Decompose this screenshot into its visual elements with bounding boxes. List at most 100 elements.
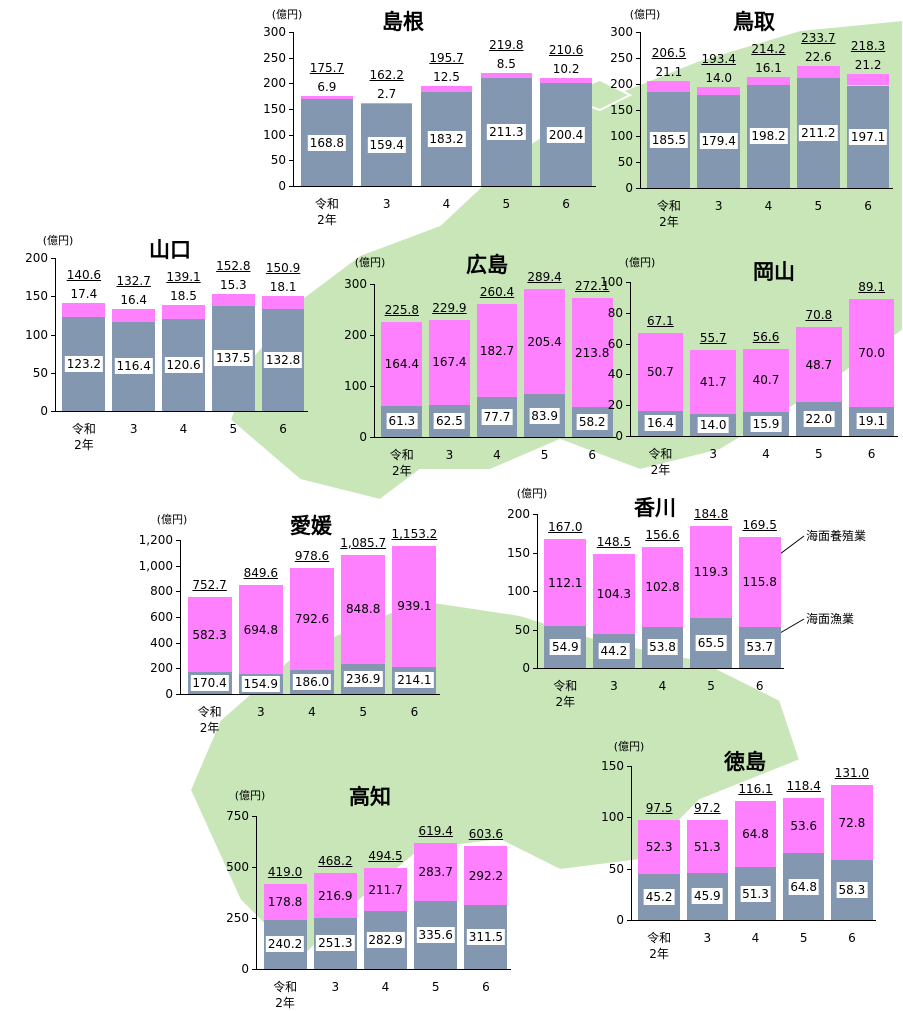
chart-title: 高知 [349,785,391,809]
value-label: 211.3 [487,123,526,140]
x-axis [374,437,616,438]
y-tick-label: 60 [607,336,623,351]
y-tick-label: 150 [507,545,530,560]
x-tick-label: 令和2年 [71,422,96,452]
y-tick [636,188,640,189]
y-tick [626,436,630,437]
total-label: 260.4 [479,285,515,300]
y-tick-label: 100 [600,275,623,289]
value-label: 12.5 [433,69,460,84]
value-label: 16.4 [645,415,676,432]
value-label: 116.4 [114,358,153,375]
x-tick-label: 4 [442,197,451,211]
bar-segment [743,348,789,412]
y-tick [289,57,293,59]
y-tick [176,565,180,567]
y-tick-label: 0 [625,181,633,195]
y-axis [630,282,631,436]
chart-title: 愛媛 [290,514,332,538]
bar-segment [544,539,587,626]
value-label: 939.1 [397,599,432,614]
y-tick-label: 20 [607,398,623,413]
value-label: 64.8 [788,878,820,895]
value-label: 2.7 [377,86,397,101]
total-label: 225.8 [384,302,419,317]
x-tick-label: 令和2年 [389,448,414,478]
y-unit: (億円) [516,487,548,500]
bar-segment [211,294,255,306]
value-label: 58.3 [836,882,868,899]
chart-title: 香川 [634,496,676,520]
value-label: 44.2 [598,642,630,659]
chart-title: 岡山 [753,260,795,284]
value-label: 58.2 [576,414,608,431]
value-label: 115.8 [742,575,777,590]
chart-title: 鳥取 [733,10,775,34]
y-unit: (億円) [234,789,266,802]
y-tick [626,343,630,345]
bar-segment [261,295,305,310]
y-tick [252,816,256,817]
total-label: 233.7 [801,31,836,46]
y-tick [51,296,55,298]
x-tick-label: 3 [382,197,391,211]
y-tick-label: 250 [226,911,249,925]
y-axis [180,540,181,694]
y-tick [626,312,630,314]
value-label: 159.4 [367,137,406,154]
total-label: 419.0 [267,864,303,879]
bar-segment [571,298,613,408]
y-tick [533,552,537,554]
y-tick [289,109,293,110]
total-label: 118.4 [786,779,821,794]
x-tick-label: 6 [588,448,596,462]
value-label: 53.7 [744,639,776,656]
value-label: 61.3 [386,413,418,430]
total-label: 289.4 [527,270,562,285]
total-label: 1,153.2 [391,527,438,541]
x-tick-label: 3 [129,422,138,436]
y-tick-label: 100 [610,129,633,143]
value-label: 72.8 [838,815,866,830]
x-tick-label: 6 [482,980,490,994]
value-label: 123.2 [64,355,104,372]
x-tick-label: 3 [610,679,618,693]
x-tick-label: 4 [308,705,316,719]
bar-segment [428,319,470,406]
value-label: 119.3 [693,564,729,579]
x-axis [631,920,876,921]
value-label: 22.0 [803,411,835,428]
x-axis [293,186,596,187]
x-axis [630,436,898,437]
bar-segment [641,547,684,627]
value-label: 18.1 [269,279,297,294]
y-tick-label: 200 [344,328,367,342]
y-tick-label: 150 [610,103,633,117]
y-tick [289,186,293,187]
total-label: 156.6 [645,528,680,543]
value-label: 213.8 [575,345,610,360]
y-tick-label: 200 [610,77,633,91]
y-tick [51,334,55,336]
x-tick-label: 4 [179,422,188,436]
bar-segment [313,873,357,918]
y-tick-label: 800 [150,584,173,599]
value-label: 16.1 [755,60,782,75]
value-label: 236.9 [344,670,383,687]
y-tick [636,136,640,137]
y-tick [176,642,180,644]
bar-segment [187,597,232,673]
x-axis [55,411,308,412]
x-tick-label: 3 [703,931,712,945]
value-label: 48.7 [805,357,833,372]
y-tick-label: 0 [616,913,624,927]
y-unit: (億円) [156,513,188,526]
bar-segment [734,800,777,868]
value-label: 17.4 [70,287,98,302]
legend-leader [779,535,805,555]
value-label: 50.7 [647,364,674,379]
total-label: 272.1 [575,279,610,294]
value-label: 53.8 [647,639,678,656]
bar-segment [263,883,307,920]
y-tick-label: 40 [607,367,623,382]
